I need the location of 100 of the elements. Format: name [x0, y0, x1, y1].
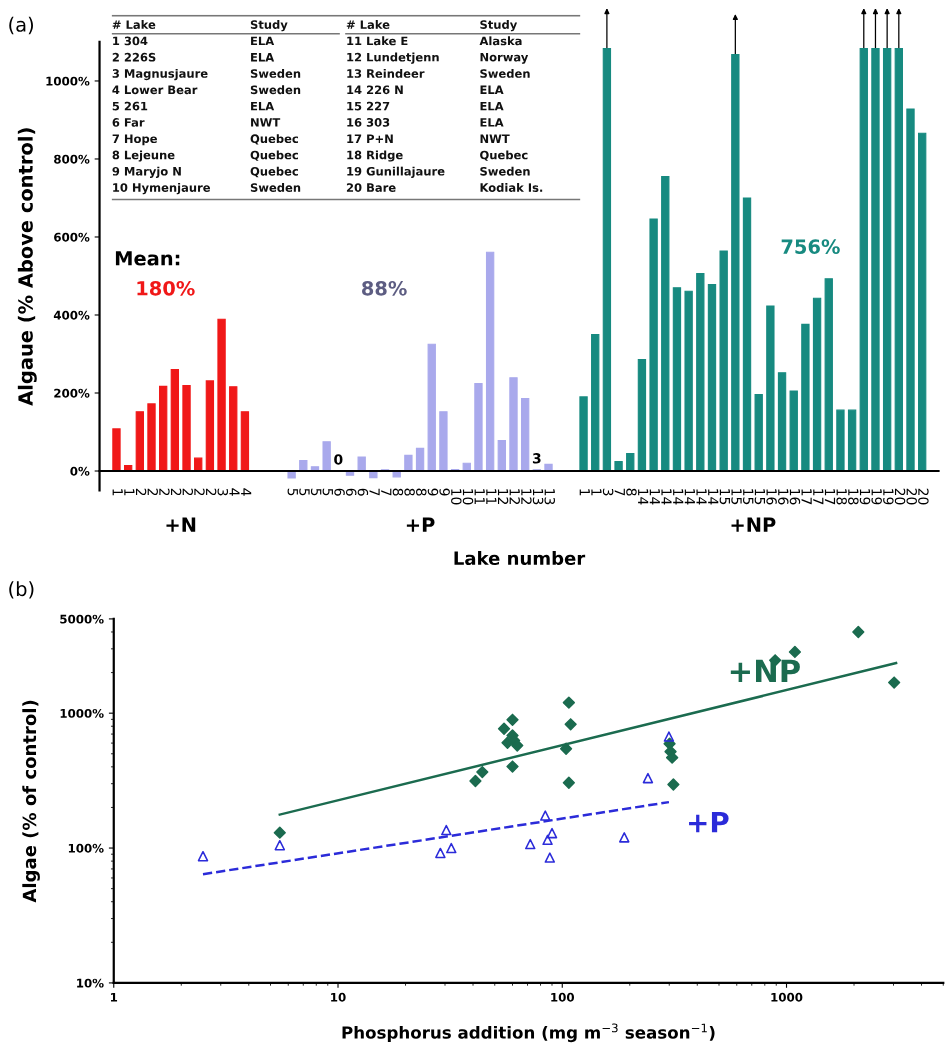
- x-tick-label: 5: [322, 488, 333, 496]
- annotation: ELA: [480, 85, 504, 94]
- annotation: 2 226S: [112, 52, 156, 62]
- chart-title: (b): [9, 581, 34, 599]
- x-tick-label: 17: [801, 489, 812, 505]
- annotation: ELA: [480, 118, 504, 127]
- x-tick-label: 14: [673, 489, 684, 505]
- annotation: Alaska: [479, 36, 522, 46]
- annotation: 18 Ridge: [347, 150, 403, 162]
- x-tick-label: 7: [381, 488, 392, 496]
- annotation: 88%: [362, 280, 407, 296]
- x-tick-label: 14: [696, 489, 707, 505]
- annotation: Quebec: [250, 166, 298, 178]
- y-tick-label: 400%: [53, 310, 90, 320]
- x-tick-label: 1: [112, 489, 123, 496]
- annotation: 6 Far: [112, 118, 145, 127]
- x-tick-label: 6: [357, 488, 369, 496]
- annotation: 8 Lejeune: [112, 150, 175, 162]
- x-tick-label: 16: [778, 489, 789, 505]
- x-tick-label: 9: [427, 488, 439, 496]
- data-label: 3: [532, 453, 541, 464]
- y-tick-label: 1000%: [46, 76, 90, 86]
- text: +NP: [731, 517, 776, 532]
- x-tick-label: 14: [661, 489, 672, 505]
- x-tick-label: 12: [509, 489, 520, 504]
- annotation: 12 Lundetjenn: [347, 52, 439, 64]
- y-tick-label: 1000%: [60, 708, 104, 718]
- annotation: 17 P+N: [347, 134, 393, 143]
- text: +P: [406, 517, 435, 532]
- x-tick-label: 2: [194, 488, 205, 496]
- x-tick-label: 17: [824, 489, 836, 505]
- x-tick-label: 8: [392, 488, 404, 496]
- x-tick-label: 3: [602, 488, 614, 496]
- annotation: Norway: [480, 52, 529, 64]
- series-label: +P: [689, 811, 729, 833]
- x-tick-label: 5: [287, 488, 298, 496]
- x-tick-label: 15: [731, 489, 742, 505]
- x-tick-label: 15: [754, 489, 765, 505]
- text: Study: [480, 20, 518, 32]
- x-axis-title: Phosphorus addition (mg m$^{−3}$ season$^{−1}$): [342, 1023, 715, 1043]
- x-tick-label: 19: [871, 489, 882, 505]
- annotation: 19 Gunillajaure: [347, 166, 445, 178]
- x-tick-label: 1: [591, 489, 602, 496]
- x-tick-label: 11: [474, 489, 485, 505]
- y-tick-label: 5000%: [60, 614, 104, 624]
- annotation: 14 226 N: [347, 85, 403, 95]
- x-tick-label: 8: [404, 488, 415, 496]
- x-tick-label: 16: [789, 489, 801, 505]
- x-tick-label: 1000: [771, 992, 803, 1002]
- annotation: Sweden: [250, 68, 301, 78]
- annotation: ELA: [251, 53, 275, 62]
- annotation: 10 Hymenjaure: [113, 182, 210, 195]
- x-axis-title: Lake number: [454, 551, 586, 566]
- y-tick-label: 0%: [70, 466, 90, 476]
- text: Study: [250, 20, 288, 32]
- annotation: ELA: [480, 101, 504, 111]
- annotation: 16 303: [347, 118, 390, 127]
- x-tick-label: 6: [334, 488, 345, 496]
- x-tick-label: 2: [147, 488, 158, 496]
- x-tick-label: 4: [229, 488, 240, 496]
- x-tick-label: 5: [310, 488, 322, 496]
- x-tick-label: 10: [451, 489, 462, 505]
- annotation: 5 261: [112, 101, 148, 111]
- annotation: 11 Lake E: [347, 36, 408, 46]
- x-tick-label: 11: [486, 489, 497, 505]
- x-tick-label: 7: [369, 488, 380, 496]
- text: # Lake: [346, 20, 390, 29]
- annotation: Mean:: [115, 251, 180, 266]
- x-tick-label: 9: [439, 488, 450, 496]
- y-axis-title: Algaue (% Above control): [17, 128, 37, 406]
- annotation: Sweden: [480, 166, 530, 176]
- x-tick-label: 19: [859, 489, 871, 505]
- x-tick-label: 14: [649, 489, 660, 505]
- annotation: 20 Bare: [346, 183, 396, 192]
- data-label: 0: [334, 454, 343, 465]
- x-tick-label: 10: [462, 489, 474, 505]
- x-tick-label: 13: [544, 489, 555, 505]
- x-tick-label: 5: [299, 488, 310, 496]
- annotation: Quebec: [250, 134, 298, 145]
- x-tick-label: 14: [684, 489, 695, 505]
- annotation: 9 Maryjo N: [112, 166, 181, 178]
- y-axis-title: Algae (% of control): [22, 700, 40, 903]
- x-tick-label: 2: [135, 488, 147, 496]
- x-tick-label: 19: [883, 489, 894, 505]
- y-tick-label: 200%: [54, 388, 90, 398]
- annotation: 13 Reindeer: [347, 68, 425, 78]
- x-tick-label: 1: [579, 489, 590, 496]
- x-tick-label: 15: [719, 489, 730, 505]
- x-tick-label: 18: [836, 489, 847, 505]
- x-tick-label: 12: [521, 489, 532, 504]
- x-tick-label: 14: [638, 489, 649, 505]
- x-tick-label: 2: [159, 488, 170, 496]
- y-tick-label: 100%: [68, 843, 104, 853]
- x-tick-label: 20: [906, 488, 917, 505]
- series-label: +NP: [730, 659, 800, 682]
- x-tick-label: 17: [813, 489, 824, 505]
- x-tick-label: 6: [345, 488, 357, 496]
- x-tick-label: 16: [766, 489, 777, 505]
- annotation: NWT: [251, 118, 281, 127]
- x-tick-label: 8: [626, 488, 637, 496]
